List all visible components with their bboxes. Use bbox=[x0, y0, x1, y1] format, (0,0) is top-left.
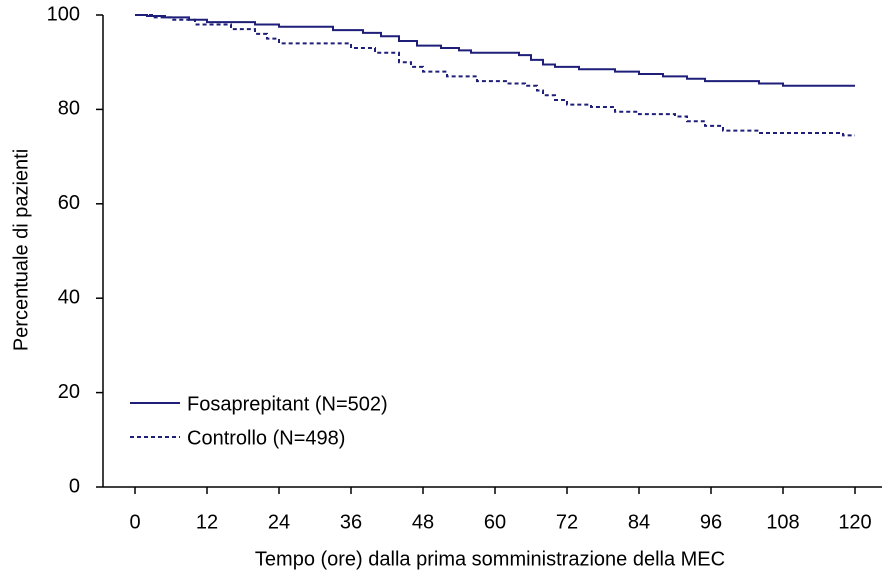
x-tick-label: 36 bbox=[340, 511, 362, 533]
x-tick-label: 84 bbox=[628, 511, 650, 533]
x-tick-label: 0 bbox=[129, 511, 140, 533]
x-tick-label: 12 bbox=[196, 511, 218, 533]
x-tick-label: 96 bbox=[700, 511, 722, 533]
x-tick-label: 60 bbox=[484, 511, 506, 533]
y-tick-label: 0 bbox=[69, 475, 80, 497]
y-tick-label: 20 bbox=[58, 381, 80, 403]
y-tick-label: 60 bbox=[58, 192, 80, 214]
series-line bbox=[135, 14, 855, 87]
y-tick-label: 80 bbox=[58, 98, 80, 120]
x-tick-label: 108 bbox=[766, 511, 799, 533]
series-line bbox=[135, 14, 855, 137]
x-axis-title: Tempo (ore) dalla prima somministrazione… bbox=[255, 548, 725, 570]
y-tick-label: 40 bbox=[58, 286, 80, 308]
y-tick-label: 100 bbox=[47, 3, 80, 25]
x-tick-label: 72 bbox=[556, 511, 578, 533]
x-tick-label: 120 bbox=[838, 511, 871, 533]
x-tick-label: 48 bbox=[412, 511, 434, 533]
legend-label: Controllo (N=498) bbox=[187, 427, 345, 449]
x-tick-label: 24 bbox=[268, 511, 290, 533]
y-axis-title: Percentuale di pazienti bbox=[10, 149, 32, 351]
legend-label: Fosaprepitant (N=502) bbox=[187, 393, 388, 415]
